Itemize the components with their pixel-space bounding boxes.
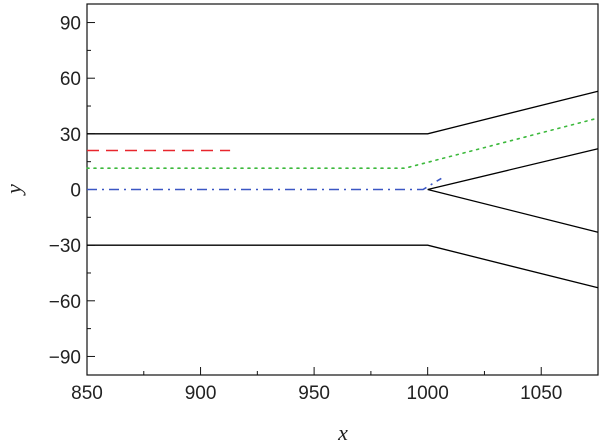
ticks [86,22,542,375]
x-tick-label: 950 [298,383,330,404]
y-tick-label: −30 [49,236,81,257]
x-axis-label: x [337,420,348,445]
y-tick-label: −60 [49,292,81,313]
y-tick-label: 0 [70,181,81,202]
x-tick-labels: 850 900 950 1000 1050 [71,383,562,404]
x-tick-label: 850 [71,383,103,404]
x-tick-label: 900 [185,383,217,404]
series-line-dashdot-6 [87,177,442,191]
series-line-solid-1 [87,90,599,135]
x-tick-label: 1050 [520,383,562,404]
series-line-dotted-5 [86,117,599,169]
series-line-solid-2 [87,244,599,289]
y-tick-label: −90 [49,347,81,368]
x-tick-label: 1000 [407,383,449,404]
y-tick-label: 90 [60,14,81,35]
series-line-solid-3 [427,148,599,233]
y-axis-label: y [1,184,26,196]
y-tick-label: 30 [60,125,81,146]
y-tick-labels: 90 60 30 0 −30 −60 −90 [49,14,81,369]
y-tick-label: 60 [60,69,81,90]
plot-area-frame [86,3,599,376]
series-lines [86,90,599,289]
